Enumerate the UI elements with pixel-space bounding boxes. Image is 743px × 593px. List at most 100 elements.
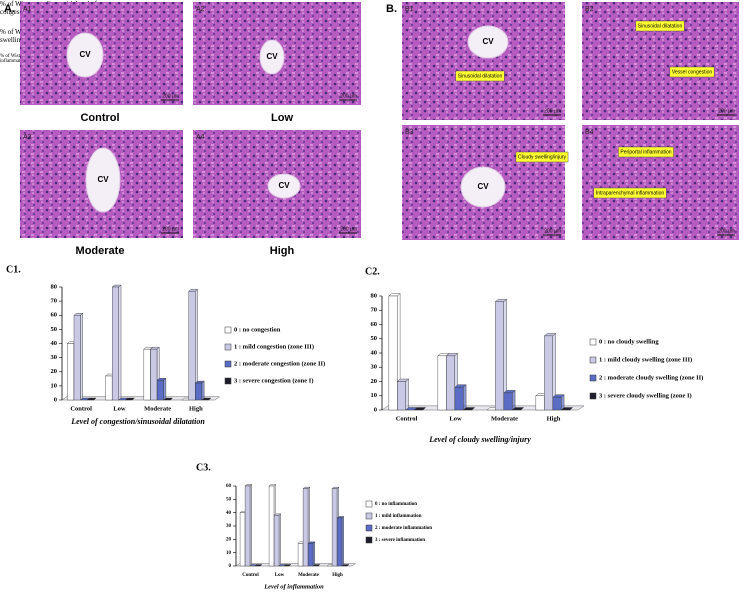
- bar-side: [511, 389, 516, 411]
- chart-label: C3.: [196, 462, 211, 473]
- y-tick-label: 50: [371, 335, 378, 342]
- bar-top: [413, 407, 427, 411]
- bar: [302, 488, 309, 567]
- annotation-box: [515, 151, 569, 163]
- bar-side: [80, 312, 83, 401]
- panel-tag: A1: [23, 6, 32, 13]
- bar: [273, 515, 280, 567]
- y-tick-label: 20: [226, 537, 232, 542]
- panel-tag: B2: [585, 6, 594, 13]
- central-vein: [259, 39, 285, 75]
- bar: [535, 395, 545, 411]
- y-tick-label: 30: [226, 524, 232, 529]
- scale-bar-label: 200 µm: [340, 93, 357, 99]
- legend-label: 1 : mild inflammation: [375, 514, 422, 519]
- bar-side: [341, 516, 344, 567]
- legend-label: 3 : severe inflammation: [375, 538, 425, 543]
- central-vein: [85, 147, 121, 213]
- bar: [552, 396, 562, 411]
- bar: [437, 355, 447, 411]
- cv-label: CV: [482, 37, 494, 46]
- y-tick-label: 20: [51, 368, 58, 375]
- bar-top: [201, 397, 212, 401]
- x-tick-label: Control: [396, 415, 418, 422]
- annotation: Periportal inflammation: [620, 149, 671, 155]
- x-tick-label: Control: [70, 405, 92, 412]
- bar-side: [278, 513, 281, 567]
- annotation-box: [635, 20, 685, 32]
- y-tick-label: 80: [371, 292, 378, 299]
- bar-top: [312, 564, 321, 567]
- x-tick-label: Low: [449, 415, 462, 422]
- y-tick-label: 10: [371, 392, 378, 399]
- central-vein: [467, 25, 509, 59]
- x-tick-label: Low: [275, 573, 285, 578]
- group-label: High: [270, 245, 295, 257]
- cv-label: CV: [278, 181, 290, 190]
- y-tick-label: 70: [51, 298, 58, 305]
- x-axis-title: Level of inflammation: [263, 583, 324, 590]
- x-tick-label: Moderate: [491, 415, 518, 422]
- bar: [244, 485, 251, 567]
- legend-label: 2 : moderate inflammation: [375, 526, 432, 531]
- bar-top: [462, 407, 476, 411]
- y-tick-label: 40: [51, 340, 58, 347]
- y-tick-label: 0: [54, 396, 57, 403]
- y-tick-label: 10: [51, 382, 58, 389]
- legend-swatch: [589, 392, 597, 400]
- annotation: Intraparenchymal inflammation: [596, 190, 665, 196]
- panel-tag: B4: [585, 129, 594, 136]
- panel-tag: A2: [196, 6, 205, 13]
- x-axis-title: Level of cloudy swelling/injury: [428, 435, 531, 444]
- legend-swatch: [224, 343, 232, 351]
- scale-bar-label: 200 µm: [718, 108, 735, 114]
- bar-side: [462, 384, 467, 411]
- bar: [239, 512, 246, 567]
- legend-label: 2 : moderate congestion (zone II): [234, 360, 325, 367]
- bar-top: [283, 564, 292, 567]
- x-tick-label: High: [189, 405, 203, 412]
- y-tick-label: 70: [371, 307, 378, 314]
- legend-swatch: [589, 356, 597, 364]
- bar: [397, 381, 406, 411]
- legend-label: 1 : mild cloudy swelling (zone III): [599, 356, 692, 363]
- micrograph: [582, 2, 739, 120]
- bar: [156, 380, 164, 401]
- bar: [503, 392, 513, 411]
- scale-bar-label: 200 µm: [544, 228, 561, 234]
- bar-top: [86, 397, 97, 401]
- bar-top: [124, 397, 135, 401]
- bar: [454, 387, 464, 411]
- bar: [544, 335, 553, 411]
- chart-label: C1.: [6, 264, 21, 275]
- legend-swatch: [365, 536, 373, 544]
- x-tick-label: High: [332, 573, 343, 578]
- bar-side: [249, 484, 252, 567]
- y-tick-label: 10: [226, 551, 232, 556]
- y-tick-label: 80: [51, 283, 58, 290]
- annotation-box: [455, 70, 505, 82]
- cv-label: CV: [266, 52, 278, 61]
- bar-side: [201, 380, 205, 401]
- x-tick-label: Low: [113, 405, 126, 412]
- bar: [336, 517, 343, 567]
- bar-top: [163, 397, 174, 401]
- panel-group-label: A.: [4, 3, 15, 15]
- legend-label: 0 : no inflammation: [375, 502, 417, 507]
- bar: [388, 295, 398, 411]
- bar: [495, 301, 504, 411]
- annotation-box: [593, 187, 667, 199]
- y-tick-label: 60: [226, 484, 232, 489]
- chart-label: C2.: [365, 266, 380, 277]
- bar: [73, 315, 81, 401]
- bar: [67, 343, 75, 401]
- bar: [112, 286, 119, 401]
- x-tick-label: Control: [242, 573, 259, 578]
- group-label: Moderate: [76, 245, 125, 257]
- annotation-box: [618, 146, 674, 158]
- bar: [331, 488, 338, 567]
- bar-side: [405, 378, 409, 411]
- x-tick-label: Moderate: [144, 405, 171, 412]
